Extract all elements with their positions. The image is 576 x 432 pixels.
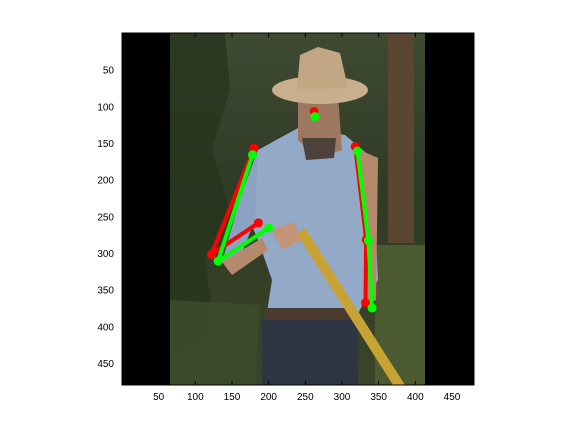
y-tick-label: 50 <box>103 66 115 77</box>
axes-frame <box>121 32 475 386</box>
red-joint-r_wrist <box>360 298 370 308</box>
green-joint-r_elbow <box>363 236 373 246</box>
green-joint-l_shoulder <box>248 150 258 160</box>
x-tick-label: 350 <box>370 392 387 403</box>
green-skeleton <box>213 112 377 313</box>
x-tick-label: 100 <box>187 392 204 403</box>
photo <box>170 33 425 385</box>
tree-trunk <box>388 33 414 243</box>
beard <box>302 138 336 160</box>
left-forearm <box>222 238 268 275</box>
green-joint-l_elbow <box>213 256 223 266</box>
red-bone-l_elbow-l_wrist <box>209 220 261 257</box>
green-joint-r_shoulder <box>352 146 362 156</box>
pose-skeletons <box>206 106 377 313</box>
trousers <box>262 318 358 385</box>
y-tick-label: 300 <box>97 249 114 260</box>
x-tick-label: 300 <box>334 392 351 403</box>
shirt <box>240 128 378 330</box>
hat-crown <box>297 47 348 89</box>
x-tick-label: 50 <box>153 392 165 403</box>
green-bone-r_shoulder-r_elbow <box>355 149 371 243</box>
y-tick-label: 100 <box>97 102 114 113</box>
foliage-bottom <box>170 300 260 385</box>
hand <box>272 222 302 250</box>
y-tick-label: 200 <box>97 176 114 187</box>
y-tick-label: 400 <box>97 322 114 333</box>
tool-handle <box>297 228 405 385</box>
x-ticks: 50 100 150 200 250 300 350 400 450 <box>153 33 461 403</box>
x-tick-label: 200 <box>260 392 277 403</box>
red-joint-l_elbow <box>206 249 216 259</box>
y-ticks: 50 100 150 200 250 300 350 400 450 <box>97 66 474 370</box>
left-arm-sleeve <box>222 150 258 268</box>
y-tick-label: 350 <box>97 286 114 297</box>
x-tick-label: 150 <box>224 392 241 403</box>
green-bone-l_elbow-l_wrist <box>216 226 271 264</box>
y-tick-label: 250 <box>97 212 114 223</box>
photo-axes <box>121 32 475 386</box>
green-bone-r_elbow-r_wrist <box>366 238 375 310</box>
x-tick-label: 450 <box>444 392 461 403</box>
green-joint-head <box>310 112 320 122</box>
red-bone-r_elbow-r_wrist <box>363 237 369 305</box>
red-joint-l_wrist <box>253 218 263 228</box>
green-joint-l_wrist <box>264 223 274 233</box>
x-tick-label: 400 <box>407 392 424 403</box>
green-bone-l_shoulder-l_elbow <box>216 152 255 264</box>
y-tick-label: 450 <box>97 359 114 370</box>
x-tick-label: 250 <box>297 392 314 403</box>
green-joint-r_wrist <box>367 303 377 313</box>
y-tick-label: 150 <box>97 139 114 150</box>
foliage-left <box>170 33 230 360</box>
belt <box>265 308 355 320</box>
